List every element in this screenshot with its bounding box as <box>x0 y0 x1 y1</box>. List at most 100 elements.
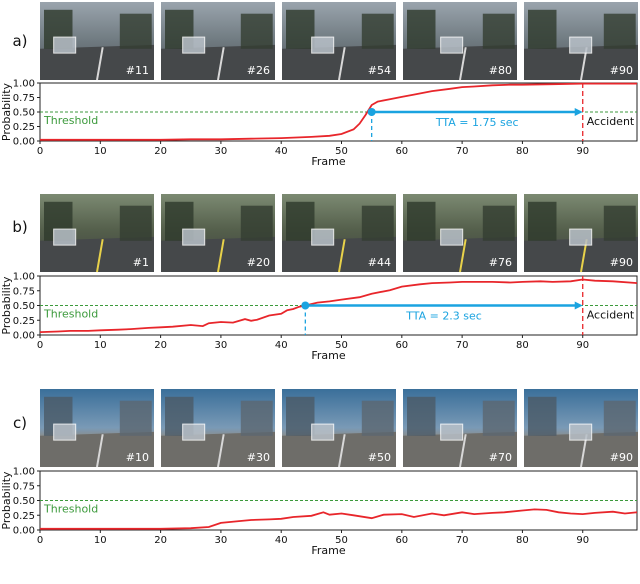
road-shape <box>403 236 517 272</box>
x-tick-label: 10 <box>94 340 107 351</box>
lane-marking <box>96 434 104 468</box>
x-tick-label: 80 <box>516 535 529 546</box>
roadside-shape <box>482 205 515 241</box>
roadside-shape <box>119 13 152 49</box>
y-tick-label: 1.00 <box>13 467 35 478</box>
lane-marking <box>459 239 467 273</box>
y-tick-label: 0.00 <box>13 331 35 342</box>
frame-thumbnail: #30 <box>161 389 275 468</box>
frame-number: #10 <box>126 451 149 464</box>
frame-number: #90 <box>610 64 633 77</box>
x-tick-label: 50 <box>335 340 348 351</box>
frame-thumbnail: #10 <box>40 389 154 468</box>
roadside-shape <box>361 400 394 436</box>
x-tick-label: 0 <box>37 146 43 157</box>
y-tick-label: 0.00 <box>13 137 35 148</box>
x-tick-label: 40 <box>275 146 288 157</box>
x-axis-label: Frame <box>311 544 346 557</box>
frame-number: #90 <box>610 256 633 269</box>
lane-marking <box>338 239 346 273</box>
frame-thumbnail: #70 <box>403 389 517 468</box>
road-shape <box>40 431 154 467</box>
frame-number: #11 <box>126 64 149 77</box>
vehicle-box <box>182 228 206 246</box>
tta-arrowhead <box>574 108 583 116</box>
roadside-shape <box>528 9 557 49</box>
roadside-shape <box>286 9 315 49</box>
roadside-shape <box>528 396 557 436</box>
tta-start-point <box>367 108 376 116</box>
lane-marking <box>96 239 104 273</box>
frame-thumbnail: #11 <box>40 2 154 81</box>
x-tick-label: 20 <box>154 146 167 157</box>
vehicle-box <box>569 36 593 54</box>
x-tick-label: 80 <box>516 146 529 157</box>
road-shape <box>40 44 154 80</box>
roadside-shape <box>603 205 636 241</box>
y-tick-label: 1.00 <box>13 79 35 90</box>
roadside-shape <box>482 400 515 436</box>
roadside-shape <box>407 9 436 49</box>
x-tick-label: 30 <box>215 340 228 351</box>
x-tick-label: 70 <box>456 340 469 351</box>
roadside-shape <box>528 201 557 241</box>
frame-thumbnail: #90 <box>524 194 638 273</box>
frame-number: #30 <box>247 451 270 464</box>
frame-number: #76 <box>489 256 512 269</box>
x-tick-label: 0 <box>37 535 43 546</box>
vehicle-box <box>182 423 206 441</box>
x-tick-label: 90 <box>576 146 589 157</box>
x-tick-label: 60 <box>395 535 408 546</box>
roadside-shape <box>286 396 315 436</box>
roadside-shape <box>286 201 315 241</box>
x-tick-label: 10 <box>94 146 107 157</box>
frame-thumbnail: #54 <box>282 2 396 81</box>
vehicle-box <box>311 423 335 441</box>
x-tick-label: 0 <box>37 340 43 351</box>
road-shape <box>282 431 396 467</box>
lane-marking <box>338 434 346 468</box>
x-tick-label: 90 <box>576 340 589 351</box>
road-shape <box>282 44 396 80</box>
threshold-label: Threshold <box>43 503 98 516</box>
frame-number: #26 <box>247 64 270 77</box>
accident-label: Accident <box>587 115 635 128</box>
roadside-shape <box>240 400 273 436</box>
x-tick-label: 60 <box>395 340 408 351</box>
road-shape <box>161 431 275 467</box>
panel-letter: b) <box>12 218 27 236</box>
y-tick-label: 0.50 <box>13 301 35 312</box>
y-tick-label: 0.75 <box>13 93 35 104</box>
x-tick-label: 40 <box>275 535 288 546</box>
road-shape <box>161 44 275 80</box>
frame-thumbnail: #90 <box>524 2 638 81</box>
frame-number: #44 <box>368 256 391 269</box>
x-tick-label: 70 <box>456 535 469 546</box>
frame-thumbnail: #44 <box>282 194 396 273</box>
frame-number: #80 <box>489 64 512 77</box>
x-tick-label: 30 <box>215 535 228 546</box>
x-tick-label: 80 <box>516 340 529 351</box>
x-tick-label: 20 <box>154 535 167 546</box>
tta-start-point <box>301 301 310 310</box>
road-shape <box>282 236 396 272</box>
vehicle-box <box>569 228 593 246</box>
vehicle-box <box>440 228 464 246</box>
vehicle-box <box>440 36 464 54</box>
chart-panel-2: b) #1 #20 #44 #76 #90 0.00 0.25 0.50 0.75 1.00 0 10 2… <box>0 194 638 362</box>
lane-marking <box>338 47 346 81</box>
roadside-shape <box>361 205 394 241</box>
frame-thumbnail: #50 <box>282 389 396 468</box>
roadside-shape <box>119 205 152 241</box>
roadside-shape <box>407 201 436 241</box>
frame-number: #90 <box>610 451 633 464</box>
road-shape <box>524 431 638 467</box>
y-tick-label: 0.50 <box>13 108 35 119</box>
chart-panel-3: c) #10 #30 #50 #70 #90 0.00 0.25 0.50 0.75 1.00 0 10… <box>0 389 638 557</box>
threshold-label: Threshold <box>43 114 98 127</box>
y-axis-label: Probability <box>0 82 13 141</box>
frame-thumbnail: #1 <box>40 194 154 273</box>
x-tick-label: 60 <box>395 146 408 157</box>
vehicle-box <box>311 36 335 54</box>
